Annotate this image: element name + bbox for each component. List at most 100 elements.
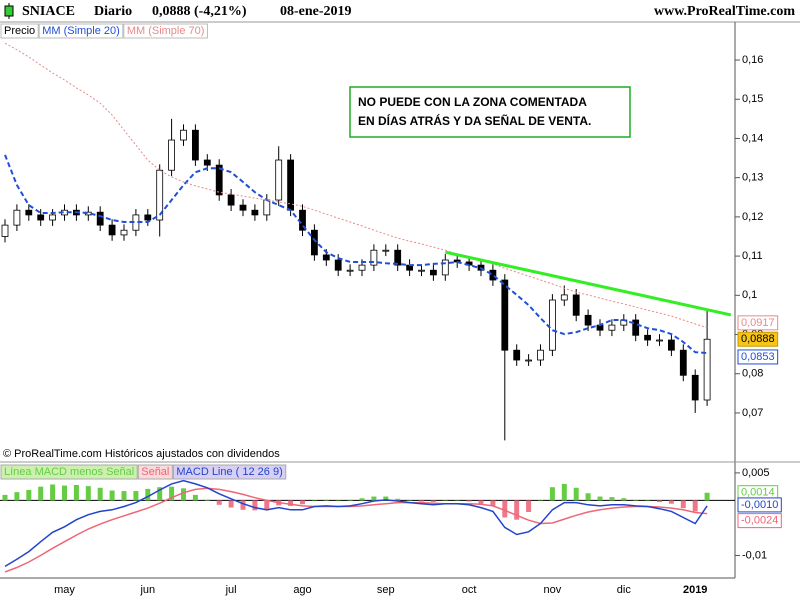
candle-body — [1, 224, 9, 237]
candle-body — [13, 209, 21, 226]
histogram-bar — [633, 499, 639, 501]
candle-body — [310, 229, 318, 256]
macd-line — [4, 479, 708, 568]
candle-body — [537, 349, 544, 361]
candle-body — [608, 324, 616, 331]
histogram-bar — [109, 490, 115, 501]
histogram-bar — [466, 500, 472, 502]
annotation-line: EN DÍAS ATRÁS Y DA SEÑAL DE VENTA. — [358, 113, 591, 128]
histogram-bar — [383, 496, 389, 501]
candle-body — [251, 209, 259, 216]
candle-body — [108, 224, 116, 236]
last-value-label-box — [737, 513, 782, 529]
histogram-bar — [419, 500, 424, 502]
histogram-bar — [216, 500, 222, 505]
histogram-bar — [73, 485, 79, 501]
histogram-bar — [407, 500, 413, 501]
histogram-bar — [478, 500, 484, 504]
legend-entry-box — [123, 23, 208, 39]
candle-body — [632, 319, 640, 336]
histogram-bar — [680, 500, 686, 509]
histogram-bar — [181, 488, 186, 501]
histogram-bar — [133, 491, 139, 501]
moving-average — [4, 42, 708, 329]
histogram-bar — [311, 500, 317, 501]
y-tick-label: 0,08 — [742, 368, 763, 380]
candle-body — [322, 254, 330, 261]
candle-body — [227, 194, 235, 206]
x-tick-label: 2019 — [683, 584, 707, 596]
histogram-bar — [514, 500, 520, 520]
histogram-bar — [490, 500, 496, 506]
histogram-bar — [38, 486, 44, 501]
last-value-label: 0,0917 — [741, 317, 775, 329]
candle-body — [180, 129, 187, 141]
candle-body — [239, 204, 247, 211]
legend-entry-box — [0, 464, 138, 480]
candle-body — [287, 159, 295, 211]
candle-body — [382, 249, 390, 252]
date: 08-ene-2019 — [280, 4, 352, 19]
x-tick-label: oct — [462, 584, 477, 596]
last-value-label: 0,0853 — [741, 351, 775, 363]
footer: © ProRealTime.com Históricos ajustados c… — [3, 448, 280, 460]
histogram-bar — [621, 498, 627, 501]
y-tick-label: 0,005 — [742, 467, 770, 479]
header: SNIACE Diario 0,0888 (-4,21%) 08-ene-201… — [4, 3, 795, 19]
legend-entry-box — [137, 464, 173, 480]
histogram-bar — [538, 500, 543, 501]
candle-body — [263, 199, 271, 216]
y-tick-label: 0,16 — [742, 54, 763, 66]
candle-body — [334, 259, 342, 271]
quote: 0,0888 (-4,21%) — [152, 4, 247, 19]
candle-body — [489, 269, 497, 281]
candle-body — [668, 339, 675, 351]
candle-body — [25, 209, 33, 216]
histogram-bar — [192, 494, 198, 501]
candle-body — [679, 349, 687, 376]
histogram-bar — [609, 497, 615, 501]
period: Diario — [94, 4, 132, 19]
y-tick-label: 0,14 — [742, 132, 763, 144]
histogram-bar — [228, 500, 234, 508]
x-tick-label: nov — [544, 584, 562, 596]
candle-body — [656, 339, 663, 342]
candle-body — [501, 279, 509, 351]
candle-body — [96, 211, 104, 226]
candle-body — [215, 164, 223, 196]
histogram-bar — [561, 483, 567, 501]
candle-body — [49, 214, 56, 221]
histogram-bar — [692, 500, 698, 512]
candle-body — [572, 294, 580, 316]
histogram-bar — [585, 493, 591, 501]
legend-entry: MM (Simple 70) — [127, 25, 205, 37]
annotation-box — [349, 86, 631, 138]
histogram-bar — [442, 500, 448, 501]
histogram-bar — [395, 498, 401, 501]
candle-body — [346, 269, 354, 272]
moving-average — [4, 154, 708, 354]
candle-body — [584, 314, 592, 326]
histogram-bar — [62, 485, 67, 501]
site: www.ProRealTime.com — [654, 4, 795, 19]
legend-entry: Señal — [141, 466, 169, 478]
candle-body — [120, 229, 128, 236]
x-tick-label: may — [54, 584, 75, 596]
histogram-bar — [502, 500, 508, 518]
histogram-bar — [240, 500, 246, 510]
histogram-bar — [323, 499, 329, 501]
candle-body — [560, 294, 568, 301]
histogram-bar — [300, 500, 305, 505]
candle-body — [144, 214, 152, 221]
histogram-bar — [668, 500, 674, 504]
histogram-bar — [704, 492, 710, 501]
histogram-bar — [85, 486, 91, 501]
histogram-bar — [657, 500, 662, 503]
icon-body — [4, 5, 14, 17]
y-tick-label: 0,07 — [742, 407, 763, 419]
histogram-bar — [371, 496, 377, 501]
last-value-label: -0,0024 — [741, 515, 778, 527]
last-value-label-box — [737, 497, 782, 513]
candle-body — [644, 334, 651, 341]
